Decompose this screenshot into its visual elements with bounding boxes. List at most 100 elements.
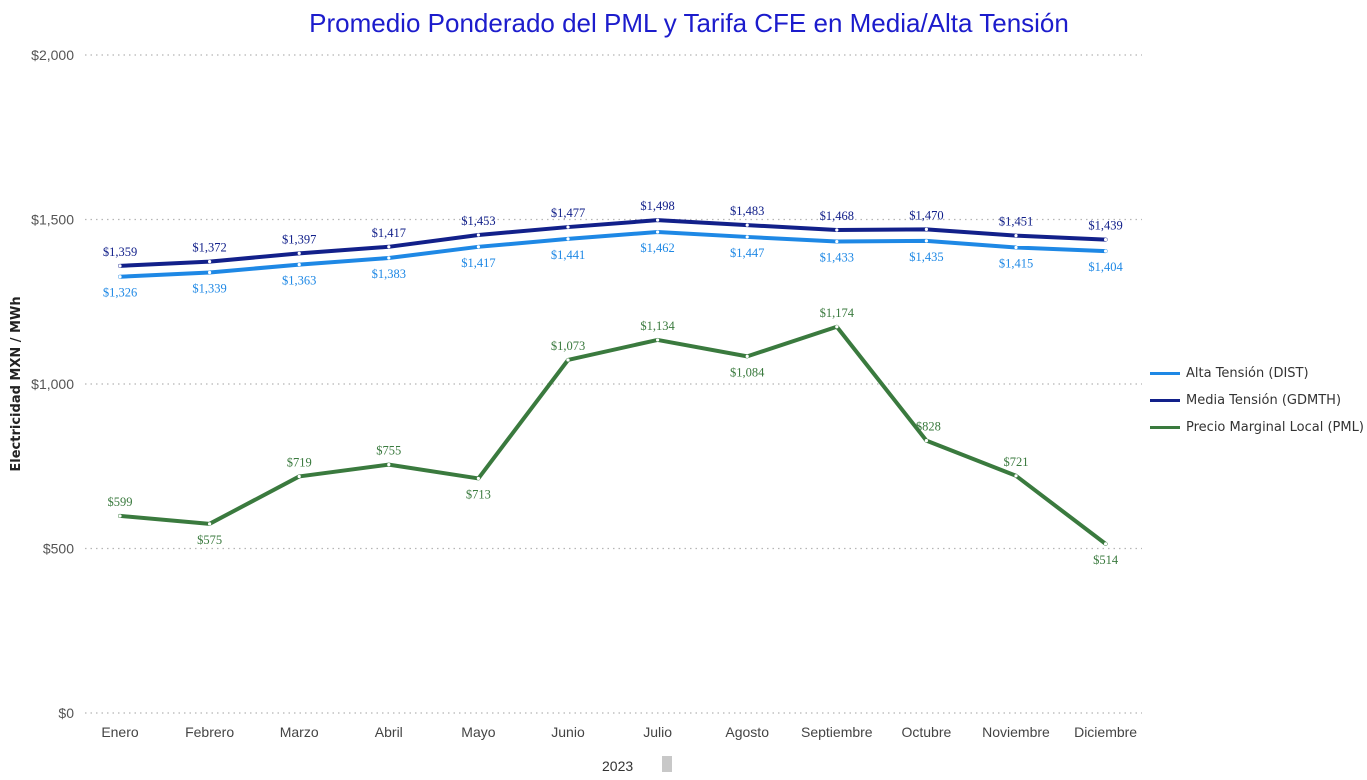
data-label: $755 bbox=[376, 444, 401, 458]
x-axis-ticks: Enero Febrero Marzo Abril Mayo Junio Julio Agos… bbox=[101, 724, 1137, 740]
data-point bbox=[745, 223, 749, 227]
data-point bbox=[924, 438, 929, 443]
data-label: $1,439 bbox=[1088, 219, 1122, 233]
data-point bbox=[118, 275, 122, 279]
y-tick-label: $1,500 bbox=[31, 212, 74, 228]
data-point bbox=[656, 218, 660, 222]
data-label: $1,451 bbox=[999, 215, 1033, 229]
data-point bbox=[566, 225, 570, 229]
legend-swatch bbox=[1150, 372, 1180, 375]
x-tick-label: Enero bbox=[101, 724, 139, 740]
x-tick-label: Febrero bbox=[185, 724, 234, 740]
data-label: $1,447 bbox=[730, 246, 764, 260]
data-point bbox=[208, 270, 212, 275]
data-label: $575 bbox=[197, 533, 222, 547]
data-point bbox=[118, 264, 122, 268]
chart-title: Promedio Ponderado del PML y Tarifa CFE … bbox=[309, 8, 1069, 38]
data-label: $1,441 bbox=[551, 248, 585, 262]
series-line bbox=[118, 230, 1108, 279]
data-label: $1,134 bbox=[640, 319, 675, 333]
data-label: $1,372 bbox=[192, 241, 226, 255]
data-label: $828 bbox=[916, 420, 941, 434]
data-point bbox=[835, 239, 839, 244]
y-axis-ticks: $0 $500 $1,000 $1,500 $2,000 bbox=[31, 47, 74, 721]
x-axis-label: 2023 bbox=[602, 758, 634, 774]
data-point bbox=[476, 233, 480, 237]
legend-item[interactable]: Alta Tensión (DIST) bbox=[1150, 360, 1364, 387]
x-tick-label: Octubre bbox=[901, 724, 951, 740]
data-point bbox=[297, 474, 301, 479]
data-point bbox=[1104, 249, 1108, 253]
data-label: $1,326 bbox=[103, 286, 137, 300]
data-label: $1,404 bbox=[1088, 260, 1123, 274]
x-tick-label: Diciembre bbox=[1074, 724, 1137, 740]
legend: Alta Tensión (DIST) Media Tensión (GDMTH)… bbox=[1150, 360, 1364, 441]
data-label: $514 bbox=[1093, 553, 1119, 567]
data-point bbox=[656, 338, 660, 342]
data-label: $1,339 bbox=[192, 281, 226, 295]
data-point bbox=[1104, 542, 1108, 546]
gridlines bbox=[85, 54, 1142, 714]
x-tick-label: Noviembre bbox=[982, 724, 1050, 740]
series-lines bbox=[118, 218, 1108, 546]
series-line bbox=[118, 324, 1108, 546]
scrollbar-thumb[interactable] bbox=[662, 756, 672, 772]
data-point bbox=[387, 245, 391, 249]
data-label: $1,073 bbox=[551, 339, 585, 353]
data-label: $1,433 bbox=[820, 251, 854, 265]
data-point bbox=[1014, 234, 1018, 238]
legend-item[interactable]: Precio Marginal Local (PML) bbox=[1150, 414, 1364, 441]
data-labels: $1,326 $1,339 $1,363 $1,383 $1,417 $1,441 $1,4… bbox=[103, 199, 1124, 567]
legend-item[interactable]: Media Tensión (GDMTH) bbox=[1150, 387, 1364, 414]
data-label: $1,383 bbox=[372, 267, 406, 281]
data-point bbox=[745, 354, 749, 358]
data-point bbox=[1014, 245, 1018, 250]
data-point bbox=[566, 237, 570, 241]
data-point bbox=[924, 227, 929, 231]
data-label: $1,498 bbox=[640, 199, 674, 213]
legend-label: Precio Marginal Local (PML) bbox=[1186, 420, 1364, 435]
data-label: $1,363 bbox=[282, 274, 316, 288]
data-point bbox=[924, 239, 929, 243]
data-point bbox=[208, 522, 212, 526]
y-tick-label: $1,000 bbox=[31, 376, 74, 392]
x-tick-label: Agosto bbox=[725, 724, 769, 740]
data-label: $1,174 bbox=[820, 306, 855, 320]
legend-swatch bbox=[1150, 426, 1180, 429]
data-point bbox=[566, 358, 570, 362]
data-point bbox=[835, 228, 839, 232]
data-label: $1,359 bbox=[103, 245, 137, 259]
data-point bbox=[297, 251, 301, 255]
x-tick-label: Mayo bbox=[461, 724, 495, 740]
data-label: $1,483 bbox=[730, 204, 764, 218]
data-label: $1,470 bbox=[909, 208, 943, 222]
data-point bbox=[476, 476, 480, 481]
data-point bbox=[476, 245, 480, 249]
data-point bbox=[208, 260, 212, 264]
data-label: $721 bbox=[1004, 455, 1029, 469]
data-label: $713 bbox=[466, 487, 491, 501]
y-axis-label: Electricidad MXN / MWh bbox=[9, 296, 24, 471]
data-point bbox=[387, 463, 391, 467]
data-label: $719 bbox=[287, 455, 312, 469]
data-label: $1,435 bbox=[909, 250, 943, 264]
data-point bbox=[1014, 474, 1018, 478]
data-label: $1,417 bbox=[372, 226, 406, 240]
data-point bbox=[745, 235, 749, 239]
x-tick-label: Abril bbox=[375, 724, 403, 740]
legend-label: Alta Tensión (DIST) bbox=[1186, 366, 1309, 381]
x-tick-label: Julio bbox=[643, 724, 672, 740]
legend-swatch bbox=[1150, 399, 1180, 402]
data-label: $1,462 bbox=[640, 241, 674, 255]
data-point bbox=[835, 325, 839, 329]
legend-label: Media Tensión (GDMTH) bbox=[1186, 393, 1342, 408]
data-label: $1,417 bbox=[461, 256, 495, 270]
data-label: $1,477 bbox=[551, 206, 585, 220]
y-tick-label: $2,000 bbox=[31, 47, 74, 63]
x-tick-label: Marzo bbox=[280, 724, 319, 740]
data-label: $1,397 bbox=[282, 232, 316, 246]
data-point bbox=[1104, 237, 1108, 242]
data-label: $599 bbox=[108, 495, 133, 509]
data-label: $1,468 bbox=[820, 209, 854, 223]
data-label: $1,084 bbox=[730, 365, 765, 379]
